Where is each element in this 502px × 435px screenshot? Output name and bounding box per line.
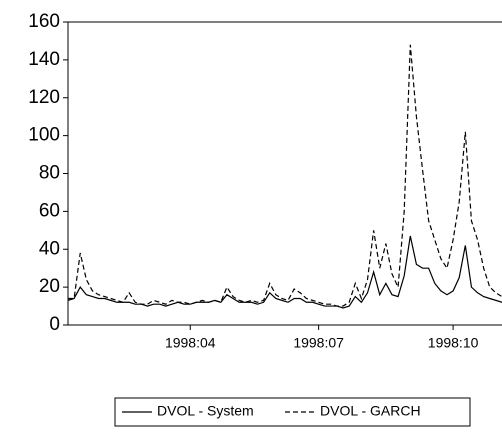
y-tick-label: 0 bbox=[49, 314, 60, 335]
y-tick-label: 80 bbox=[39, 163, 60, 184]
legend-box bbox=[114, 397, 471, 427]
legend-label: DVOL - GARCH bbox=[320, 403, 421, 419]
series-line bbox=[67, 235, 502, 309]
y-tick-label: 60 bbox=[39, 200, 60, 221]
x-tick-label: 1998:07 bbox=[293, 335, 344, 351]
series-line bbox=[68, 44, 502, 307]
legend-label: DVOL - System bbox=[157, 403, 254, 419]
legend: DVOL - System DVOL - GARCH bbox=[122, 403, 421, 419]
y-tick-label: 160 bbox=[28, 11, 60, 32]
x-tick-label: 1998:10 bbox=[428, 335, 479, 351]
y-tick-label: 140 bbox=[28, 49, 60, 70]
y-tick-label: 120 bbox=[28, 87, 60, 108]
y-tick-label: 40 bbox=[39, 238, 60, 259]
y-tick-label: 20 bbox=[39, 276, 60, 297]
y-tick-label: 100 bbox=[28, 125, 60, 146]
x-tick-label: 1998:04 bbox=[165, 335, 216, 351]
